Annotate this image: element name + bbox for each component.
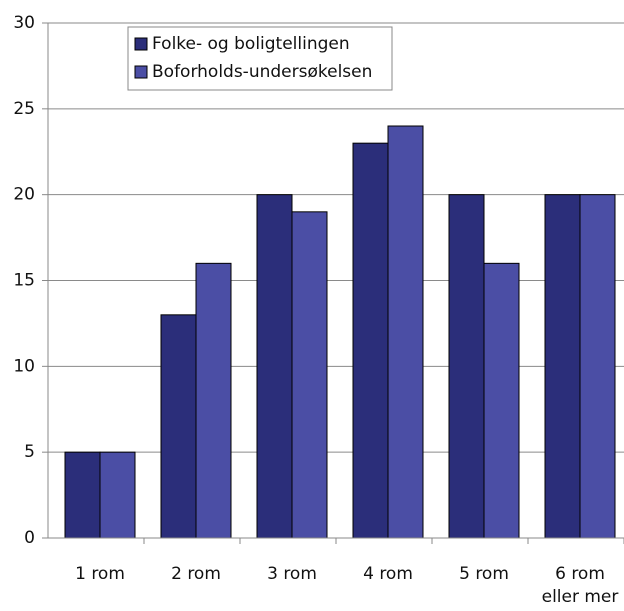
bar <box>352 142 389 539</box>
x-tick-label: 3 rom <box>267 564 317 584</box>
y-tick-label: 5 <box>24 442 35 462</box>
bar <box>387 125 424 539</box>
bar <box>483 262 520 539</box>
x-tick-label: 1 rom <box>75 564 125 584</box>
y-tick-label: 15 <box>13 271 35 291</box>
x-tick-label: 6 rom eller mer <box>541 564 619 607</box>
y-tick-label: 20 <box>13 185 35 205</box>
bar <box>99 451 136 539</box>
y-tick-label: 0 <box>24 528 35 548</box>
legend-swatch <box>134 65 148 79</box>
bar <box>64 451 101 539</box>
y-tick-label: 25 <box>13 99 35 119</box>
legend-label: Boforholds-undersøkelsen <box>152 62 372 82</box>
bar <box>195 262 232 539</box>
bar <box>160 314 197 539</box>
legend-box <box>127 26 393 91</box>
bar <box>544 194 581 539</box>
bar <box>448 194 485 539</box>
bar <box>579 194 616 539</box>
bar <box>256 194 293 539</box>
legend-swatch <box>134 37 148 51</box>
bar <box>291 211 328 539</box>
x-tick-label: 5 rom <box>459 564 509 584</box>
x-tick-label: 2 rom <box>171 564 221 584</box>
legend-label: Folke- og boligtellingen <box>152 34 350 54</box>
x-tick-label: 4 rom <box>363 564 413 584</box>
y-tick-label: 10 <box>13 356 35 376</box>
y-tick-label: 30 <box>13 13 35 33</box>
